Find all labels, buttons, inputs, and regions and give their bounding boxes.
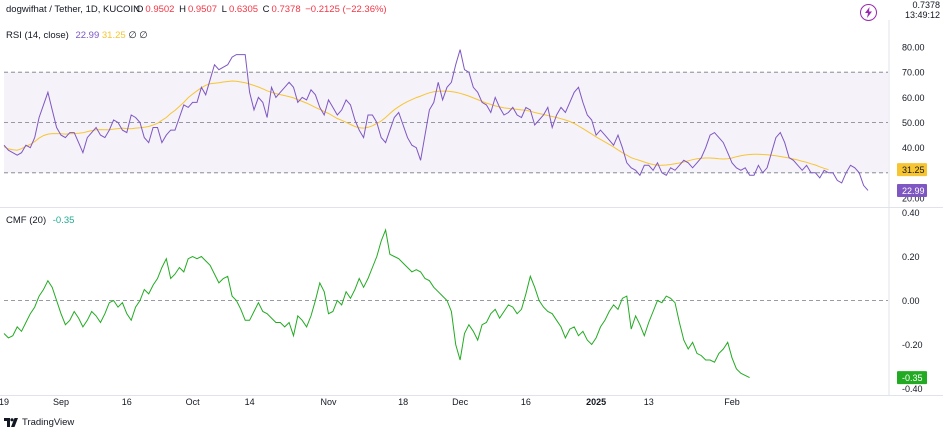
x-tick-label: 2025 [586, 397, 606, 407]
rsi-ma-last-value: 31.25 [902, 165, 925, 175]
open-value: 0.9502 [145, 4, 175, 15]
cmf-legend[interactable]: CMF (20) -0.35 [6, 215, 74, 226]
chart-header: dogwifhat / Tether, 1D, KUCOIN O 0.9502 H… [0, 0, 943, 21]
rsi-empty-value-1: ∅ [128, 30, 137, 41]
close-value: 0.7378 [271, 4, 301, 15]
lightning-icon[interactable] [860, 4, 877, 21]
rsi-y-tick-label: 70.00 [902, 68, 925, 78]
ohlc-values: O 0.9502 H 0.9507 L 0.6305 C 0.7378 −0.2125 … [136, 4, 389, 15]
rsi-line [3, 49, 869, 191]
rsi-y-tick-label: 50.00 [902, 118, 925, 128]
rsi-y-tick-label: 60.00 [902, 93, 925, 103]
x-tick-label: Sep [53, 397, 69, 407]
rsi-empty-value-2: ∅ [139, 30, 148, 41]
x-tick-label: 16 [122, 397, 132, 407]
change-value: −0.2125 (−22.36%) [305, 4, 387, 15]
cmf-last-value-badge [897, 371, 927, 385]
rsi-legend[interactable]: RSI (14, close) 22.99 31.25 ∅ ∅ [6, 30, 148, 41]
cmf-y-tick-label: 0.00 [902, 296, 920, 306]
x-tick-label: 14 [245, 397, 255, 407]
cmf-y-tick-label: 0.20 [902, 252, 920, 262]
price-scale-header: 0.7378 13:49:12 [905, 0, 940, 20]
open-label: O [136, 4, 144, 15]
rsi-last-value-badge [897, 183, 927, 197]
rsi-indicator-name: RSI (14, close) [6, 30, 69, 41]
cmf-y-tick-label: -0.40 [902, 384, 923, 394]
cmf-y-tick-label: -0.20 [902, 340, 923, 350]
tradingview-label: TradingView [22, 417, 75, 428]
cmf-pane: 0.400.200.00-0.20-0.40-0.35 [0, 208, 943, 396]
symbol-title[interactable]: dogwifhat / Tether, 1D, KUCOIN [6, 4, 140, 15]
rsi-ma-value: 31.25 [101, 30, 126, 41]
high-value: 0.9507 [187, 4, 218, 15]
rsi-last-value: 22.99 [902, 186, 925, 196]
low-label: L [221, 4, 227, 15]
footer: TradingView [0, 415, 943, 431]
cmf-last-value: -0.35 [902, 373, 923, 383]
cmf-indicator-name: CMF (20) [6, 215, 47, 226]
x-tick-label: 18 [398, 397, 408, 407]
tradingview-logo-icon [4, 418, 18, 427]
close-label: C [262, 4, 270, 15]
cmf-value: -0.35 [52, 215, 75, 226]
cmf-line [3, 228, 750, 379]
high-label: H [179, 4, 186, 15]
rsi-ma-last-value-badge [897, 163, 927, 177]
x-tick-label: 13 [644, 397, 654, 407]
x-tick-label: 16 [521, 397, 531, 407]
rsi-y-tick-label: 80.00 [902, 43, 925, 53]
low-value: 0.6305 [228, 4, 259, 15]
time-axis: 19 Sep 16 Oct 14 Nov 18 Dec 16 2025 13 Feb [0, 397, 740, 407]
x-tick-label: Dec [452, 397, 469, 407]
rsi-y-tick-label: 40.00 [902, 143, 925, 153]
x-tick-label: Feb [724, 397, 740, 407]
rsi-y-tick-label: 20.00 [902, 193, 925, 203]
bar-countdown: 13:49:12 [904, 10, 940, 20]
rsi-value: 22.99 [75, 30, 100, 41]
tradingview-brand[interactable]: TradingView [4, 417, 74, 428]
last-price: 0.7378 [912, 0, 940, 10]
x-tick-label: Oct [186, 397, 201, 407]
cmf-y-tick-label: 0.40 [902, 208, 920, 218]
x-tick-label: 19 [0, 397, 9, 407]
x-tick-label: Nov [321, 397, 338, 407]
